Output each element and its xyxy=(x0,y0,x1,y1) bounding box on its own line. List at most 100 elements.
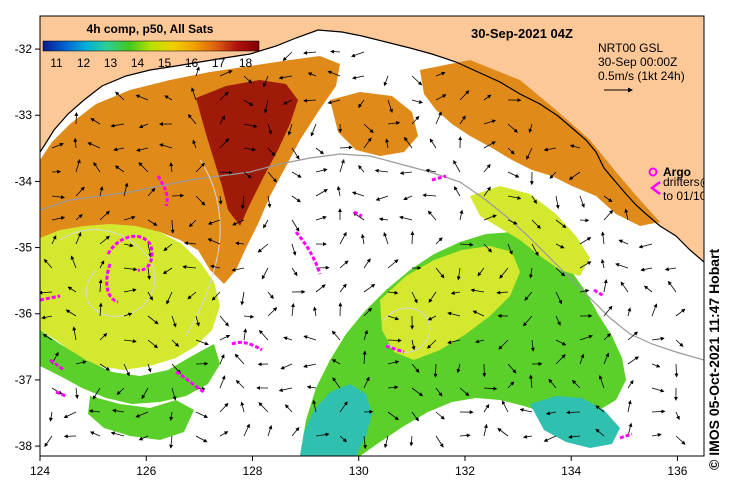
current-arrow xyxy=(483,386,498,391)
current-arrow xyxy=(291,426,300,437)
current-arrow xyxy=(313,306,317,317)
current-arrow xyxy=(280,363,293,370)
current-arrow xyxy=(435,411,445,420)
current-arrow xyxy=(483,141,496,149)
current-arrow xyxy=(459,433,471,438)
current-arrow xyxy=(483,214,497,221)
sst-south-cyan xyxy=(300,384,372,456)
argo-label: Argo xyxy=(663,165,691,179)
current-arrow xyxy=(363,329,368,341)
drifter-track xyxy=(619,432,633,440)
current-arrow xyxy=(651,387,665,393)
current-arrow xyxy=(363,123,374,134)
drifter-track xyxy=(431,174,447,182)
y-tick-label: -33 xyxy=(15,108,33,122)
current-arrow xyxy=(116,387,125,395)
colorbar-tick-label: 14 xyxy=(131,56,145,70)
current-arrow xyxy=(498,339,509,350)
current-arrow xyxy=(422,193,437,198)
current-arrow xyxy=(383,75,389,87)
current-arrow xyxy=(643,285,653,293)
current-arrow xyxy=(184,241,197,246)
current-arrow xyxy=(282,99,293,105)
current-arrow xyxy=(75,159,81,173)
current-arrow xyxy=(43,258,53,269)
current-arrow xyxy=(620,281,629,293)
current-arrow xyxy=(303,335,317,341)
current-arrow xyxy=(138,162,149,173)
drifter-track xyxy=(231,340,263,352)
current-arrow xyxy=(159,143,173,149)
y-axis: -32 -33 -34 -35 -36 -37 -38 xyxy=(15,42,40,453)
current-arrow xyxy=(435,71,446,77)
current-arrow xyxy=(113,147,125,152)
current-arrow xyxy=(171,363,182,374)
current-arrow xyxy=(568,434,581,439)
current-arrow xyxy=(191,87,197,101)
current-arrow xyxy=(306,385,317,390)
current-arrow xyxy=(303,98,317,103)
drifter-legend-line2: to 01/10-12Z xyxy=(663,189,731,203)
current-arrow xyxy=(65,309,77,317)
current-arrow xyxy=(303,363,317,368)
current-arrow xyxy=(483,186,491,197)
current-arrow xyxy=(543,147,557,152)
sst-west-patches xyxy=(88,396,194,440)
current-arrow xyxy=(258,402,269,413)
current-arrow xyxy=(555,195,560,209)
current-arrow xyxy=(387,411,399,421)
current-arrow xyxy=(232,219,245,226)
current-arrow xyxy=(399,215,413,221)
current-arrow xyxy=(99,260,105,269)
y-tick-label: -37 xyxy=(15,373,33,387)
current-arrow xyxy=(98,279,103,293)
current-arrow xyxy=(207,219,221,225)
current-arrow xyxy=(219,315,229,327)
current-arrow xyxy=(571,379,581,389)
current-arrow xyxy=(339,401,348,413)
current-arrow xyxy=(566,410,581,415)
current-arrow xyxy=(433,363,438,378)
current-arrow xyxy=(499,267,509,279)
velocity-scale: 0.5m/s (1kt 24h) xyxy=(598,69,685,83)
current-arrow xyxy=(87,142,101,149)
current-arrow xyxy=(528,123,533,134)
current-arrow xyxy=(219,375,226,389)
x-tick-label: 136 xyxy=(667,464,687,478)
current-arrow xyxy=(435,387,443,397)
current-arrow xyxy=(315,432,330,437)
velocity-time: 30-Sep 00:00Z xyxy=(598,55,677,69)
current-arrow xyxy=(243,314,255,319)
drifter-track xyxy=(156,175,169,207)
current-arrow xyxy=(627,379,634,389)
current-arrow xyxy=(331,359,341,365)
drifter-track xyxy=(49,358,65,372)
current-arrow xyxy=(531,243,539,257)
current-arrow xyxy=(51,235,57,245)
current-arrow xyxy=(363,258,371,269)
current-arrow xyxy=(435,237,443,245)
current-arrow xyxy=(404,136,413,149)
current-arrow xyxy=(339,231,347,245)
current-arrow xyxy=(375,195,389,201)
current-arrow xyxy=(267,425,273,437)
current-arrow xyxy=(545,411,557,416)
current-arrow xyxy=(352,75,365,80)
current-arrow xyxy=(75,186,85,197)
current-arrow xyxy=(483,423,488,437)
current-arrow xyxy=(99,333,108,341)
current-arrow xyxy=(219,402,229,413)
current-arrow xyxy=(283,336,293,341)
current-arrow xyxy=(579,218,590,223)
current-arrow xyxy=(524,291,533,301)
current-arrow xyxy=(674,363,679,378)
current-arrow xyxy=(211,291,221,301)
current-arrow xyxy=(651,363,661,368)
current-arrow xyxy=(477,267,485,277)
current-arrow xyxy=(114,165,125,173)
current-arrow xyxy=(378,217,389,222)
current-arrow xyxy=(75,360,87,365)
current-arrow xyxy=(627,400,632,413)
current-arrow xyxy=(99,363,111,371)
sst-west-green xyxy=(40,330,220,404)
